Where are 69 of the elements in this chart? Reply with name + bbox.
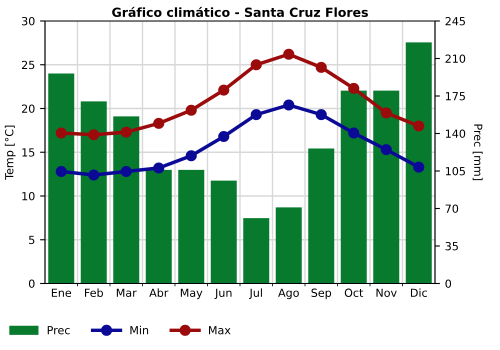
- point: [153, 162, 164, 174]
- y2-axis-title: Prec [mm]: [472, 124, 483, 180]
- point: [348, 82, 360, 94]
- bar: [178, 170, 204, 284]
- y-tick-label: 5: [29, 236, 34, 244]
- x-tick-label: Dic: [410, 288, 427, 297]
- legend-label: Prec: [48, 326, 70, 334]
- bar: [113, 116, 140, 284]
- bar: [308, 148, 334, 284]
- point: [88, 169, 100, 181]
- x-tick-label: Ago: [278, 288, 299, 300]
- point: [153, 118, 164, 129]
- point: [250, 59, 262, 70]
- point: [283, 48, 294, 60]
- x-tick-label: Sep: [312, 288, 332, 300]
- point: [120, 166, 132, 178]
- y2-tick-label: 0: [445, 279, 452, 288]
- x-tick-label: Jul: [248, 288, 262, 300]
- point: [348, 127, 360, 139]
- y-tick-label: 25: [22, 60, 34, 70]
- bar: [406, 42, 432, 284]
- y-tick-label: 10: [22, 192, 35, 200]
- y2-tick-label: 210: [446, 54, 466, 63]
- chart-title: Gráfico climático - Santa Cruz Flores: [112, 6, 368, 18]
- point: [56, 166, 67, 178]
- x-tick-label: Feb: [85, 288, 103, 297]
- x-tick-label: May: [180, 288, 202, 300]
- point: [186, 150, 197, 162]
- y-axis-title: Temp [°C]: [4, 126, 16, 180]
- y-tick-label: 20: [22, 104, 35, 113]
- point: [120, 126, 132, 138]
- point: [413, 162, 424, 173]
- point: [186, 104, 197, 116]
- point: [283, 99, 294, 111]
- y-tick-label: 15: [22, 148, 34, 157]
- bar: [276, 207, 302, 284]
- bar: [48, 74, 74, 284]
- point: [316, 62, 327, 73]
- bar: [146, 170, 172, 284]
- x-tick-label: Ene: [52, 288, 72, 297]
- y2-tick-label: 140: [446, 129, 466, 138]
- point: [88, 129, 100, 140]
- point: [413, 120, 424, 132]
- point: [316, 109, 327, 120]
- point: [218, 130, 230, 142]
- bar: [210, 180, 237, 284]
- bar: [340, 90, 367, 284]
- legend-label: Max: [209, 326, 231, 334]
- x-tick-label: Abr: [149, 288, 168, 297]
- y2-tick-label: 70: [446, 204, 458, 213]
- y2-tick-label: 175: [446, 92, 465, 100]
- point: [56, 127, 67, 139]
- y-tick-label: 0: [28, 279, 35, 288]
- y2-tick-label: 105: [446, 166, 465, 176]
- legend-label: Min: [130, 326, 148, 334]
- x-tick-label: Oct: [344, 288, 364, 297]
- bar: [243, 218, 270, 284]
- x-tick-label: Nov: [376, 288, 397, 297]
- y2-tick-label: 35: [446, 242, 458, 250]
- x-tick-label: Mar: [116, 288, 137, 297]
- x-tick-label: Jun: [214, 288, 232, 300]
- bar: [80, 101, 107, 284]
- y-tick-label: 30: [22, 16, 35, 26]
- point: [250, 109, 262, 120]
- point: [380, 144, 392, 156]
- y2-tick-label: 245: [446, 16, 465, 26]
- point: [218, 84, 230, 96]
- bar: [373, 90, 400, 284]
- point: [380, 107, 392, 118]
